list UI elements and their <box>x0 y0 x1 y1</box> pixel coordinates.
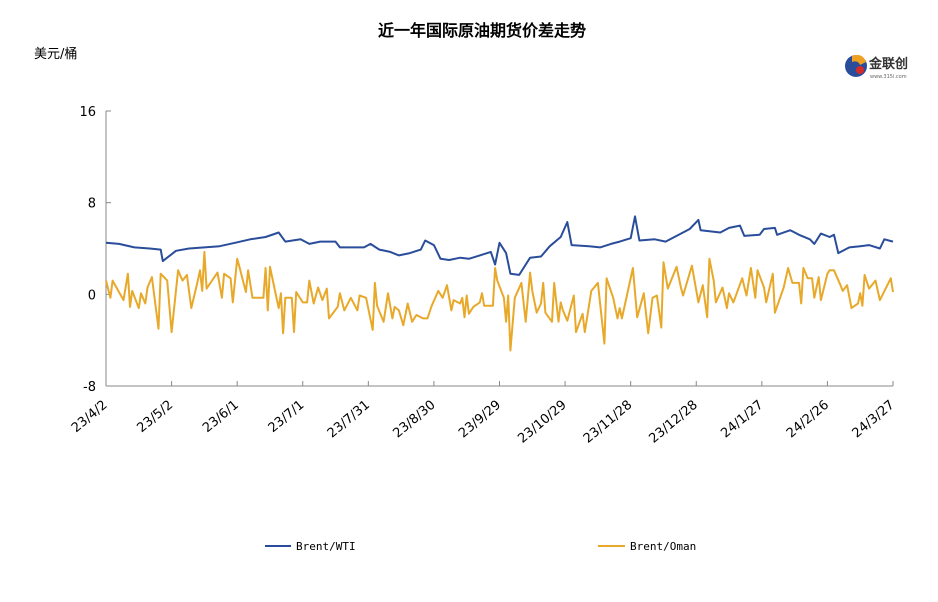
legend-item-brent-oman[interactable]: Brent/Oman <box>598 540 696 553</box>
x-tick-label: 23/7/31 <box>325 398 373 442</box>
x-tick-label: 23/6/1 <box>200 398 242 436</box>
x-tick-label: 23/8/30 <box>390 398 438 442</box>
company-logo: 金联创 www.315i.com <box>845 54 908 80</box>
y-tick-label: 0 <box>88 288 96 303</box>
x-tick-label: 23/11/28 <box>581 398 635 447</box>
x-tick-label: 24/2/26 <box>784 398 832 442</box>
y-axis-unit-label: 美元/桶 <box>34 47 77 62</box>
x-tick-label: 24/3/27 <box>850 398 898 442</box>
y-tick-label: 16 <box>79 105 96 120</box>
logo-text: 金联创 <box>868 56 908 72</box>
series-line-brent-wti <box>105 215 894 276</box>
series-line-brent-oman <box>105 250 894 352</box>
legend-item-brent-wti[interactable]: Brent/WTI <box>265 540 356 553</box>
x-tick-label: 24/1/27 <box>718 398 766 442</box>
legend-label-brent-wti: Brent/WTI <box>296 540 356 553</box>
series-lines <box>105 215 894 352</box>
x-tick-label: 23/7/1 <box>266 398 308 436</box>
x-tick-label: 23/4/2 <box>69 398 111 436</box>
legend-label-brent-oman: Brent/Oman <box>630 540 696 553</box>
x-tick-label: 23/9/29 <box>456 398 504 442</box>
logo-subtext: www.315i.com <box>870 74 907 80</box>
chart-title: 近一年国际原油期货价差走势 <box>378 21 586 40</box>
legend: Brent/WTI Brent/Oman <box>265 540 696 553</box>
x-tick-label: 23/5/2 <box>134 398 176 436</box>
logo-mark-orange <box>852 54 866 65</box>
y-tick-label: 8 <box>88 197 96 212</box>
x-tick-label: 23/12/28 <box>646 398 700 447</box>
logo-mark-red <box>856 66 864 74</box>
x-tick-label: 23/10/29 <box>515 398 569 447</box>
y-tick-label: -8 <box>83 380 96 395</box>
